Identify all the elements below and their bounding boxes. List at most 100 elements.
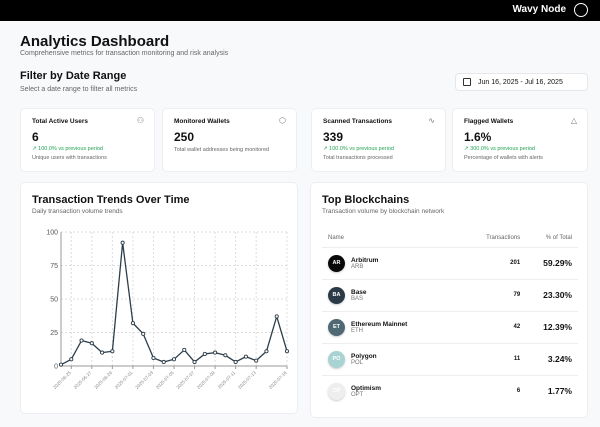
x-tick-label: 2025-07-01 — [114, 370, 134, 390]
kpi-description: Unique users with transactions — [32, 155, 107, 161]
data-point — [254, 358, 259, 363]
x-tick-label: 2025-07-13 — [237, 370, 257, 390]
kpi-card-active-users: Total Active Users ⚇ 6 ↗ 100.0% vs previ… — [20, 108, 155, 172]
data-point — [130, 321, 135, 326]
shield-icon: ⬡ — [279, 116, 286, 125]
data-point — [69, 357, 74, 362]
data-point — [264, 349, 269, 354]
chain-name: Ethereum Mainnet — [351, 320, 408, 328]
trends-subtitle: Daily transaction volume trends — [32, 208, 123, 215]
page-title: Analytics Dashboard — [20, 33, 170, 50]
chain-symbol: OPT — [351, 391, 364, 398]
blockchains-table: Name Transactions % of Total AR Arbitrum A… — [322, 229, 578, 407]
x-tick-label: 2025-07-16 — [268, 370, 288, 390]
table-row[interactable]: PO Polygon POL 11 3.24% — [322, 343, 578, 376]
chain-symbol: ARB — [351, 263, 364, 270]
kpi-description: Total wallet addresses being monitored — [174, 147, 270, 153]
x-tick-label: 2025-07-09 — [196, 370, 216, 390]
column-header-percent: % of Total — [520, 229, 578, 248]
data-point — [192, 359, 197, 365]
table-row[interactable]: AR Arbitrum ARB 201 59.29% — [322, 247, 578, 280]
chain-avatar: PO — [328, 350, 345, 368]
table-row[interactable]: OP Optimism OPT 6 1.77% — [322, 375, 578, 407]
filter-title: Filter by Date Range — [20, 70, 127, 82]
chain-name: Base — [351, 288, 367, 296]
chain-symbol: ETH — [351, 327, 363, 334]
column-header-name: Name — [322, 229, 464, 248]
transactions-cell: 6 — [516, 388, 521, 395]
transactions-cell: 11 — [463, 343, 521, 376]
kpi-title: Scanned Transactions — [323, 118, 392, 125]
data-point — [79, 338, 84, 343]
x-tick-label: 2025-06-29 — [93, 370, 113, 390]
top-bar: Wavy Node — [0, 0, 600, 21]
date-range-value: Jun 16, 2025 - Jul 16, 2025 — [478, 79, 563, 86]
table-row[interactable]: BA Base BAS 79 23.30% — [322, 279, 578, 312]
data-point — [100, 350, 105, 355]
name-cell: PO Polygon POL — [322, 343, 464, 376]
chain-symbol: BAS — [351, 295, 364, 302]
data-point — [202, 351, 207, 356]
data-point — [274, 314, 279, 319]
chain-name: Optimism — [351, 384, 381, 392]
x-tick-label: 2025-07-11 — [217, 370, 237, 390]
kpi-change: ↗ 100.0% vs previous period — [323, 146, 394, 152]
page-subtitle: Comprehensive metrics for transaction mo… — [20, 50, 229, 57]
transactions-cell: 79 — [463, 279, 521, 312]
x-tick-label: 2025-06-27 — [73, 370, 93, 390]
brand-name: Wavy Node — [512, 4, 566, 15]
kpi-title: Monitored Wallets — [174, 118, 230, 125]
percent-cell: 23.30% — [520, 279, 578, 312]
filter-subtitle: Select a date range to filter all metric… — [20, 86, 138, 93]
data-point — [171, 357, 177, 362]
blockchains-title: Top Blockchains — [322, 194, 410, 206]
name-cell: AR Arbitrum ARB — [322, 247, 464, 280]
kpi-card-scanned-transactions: Scanned Transactions ∿ 339 ↗ 100.0% vs p… — [311, 108, 446, 172]
transactions-cell: 201 — [463, 247, 521, 280]
date-range-picker[interactable]: Jun 16, 2025 - Jul 16, 2025 — [455, 73, 588, 91]
users-icon: ⚇ — [136, 116, 144, 125]
kpi-title: Flagged Wallets — [464, 118, 514, 125]
x-tick-label: 2025-07-05 — [155, 370, 175, 390]
data-point — [110, 349, 115, 354]
table-row[interactable]: ET Ethereum Mainnet ETH 42 12.39% — [322, 311, 578, 344]
name-cell: BA Base BAS — [322, 279, 464, 312]
data-point — [243, 354, 248, 359]
y-tick-label: 100 — [46, 230, 58, 237]
kpi-description: Percentage of wallets with alerts — [464, 155, 543, 161]
top-blockchains-card: Top Blockchains Transaction volume by bl… — [310, 182, 588, 418]
blockchains-subtitle: Transaction volume by blockchain network — [322, 208, 445, 215]
y-tick-label: 75 — [50, 263, 58, 270]
percent-cell: 3.24% — [520, 343, 578, 376]
data-point — [141, 331, 146, 336]
kpi-change: ↗ 300.0% vs previous period — [464, 146, 535, 152]
data-point — [213, 350, 218, 355]
kpi-value: 6 — [32, 130, 39, 144]
y-tick-label: 0 — [54, 364, 58, 371]
chain-symbol: POL — [351, 359, 364, 366]
data-point — [233, 359, 238, 365]
x-tick-label: 2025-07-03 — [134, 370, 154, 390]
kpi-value: 339 — [323, 130, 344, 144]
x-tick-label: 2025-06-25 — [52, 370, 72, 390]
x-tick-label: 2025-07-07 — [175, 370, 195, 390]
wavy-node-logo-icon[interactable] — [574, 3, 588, 17]
activity-icon: ∿ — [428, 116, 435, 125]
kpi-value: 1.6% — [464, 130, 492, 144]
data-point — [223, 353, 228, 358]
data-point — [284, 349, 290, 354]
alert-triangle-icon: △ — [570, 116, 577, 125]
name-cell: OP Optimism OPT — [322, 375, 464, 407]
name-cell: ET Ethereum Mainnet ETH — [322, 311, 464, 344]
data-point — [58, 362, 64, 367]
chain-avatar: BA — [328, 286, 345, 304]
data-point — [120, 240, 125, 245]
data-point — [161, 359, 166, 365]
data-point — [182, 347, 187, 352]
chain-name: Arbitrum — [351, 256, 379, 264]
transaction-trends-card: Transaction Trends Over Time Daily trans… — [20, 182, 298, 414]
data-point — [151, 355, 156, 361]
data-point — [89, 341, 94, 346]
column-header-transactions: Transactions — [463, 229, 521, 248]
chain-name: Polygon — [351, 352, 377, 360]
